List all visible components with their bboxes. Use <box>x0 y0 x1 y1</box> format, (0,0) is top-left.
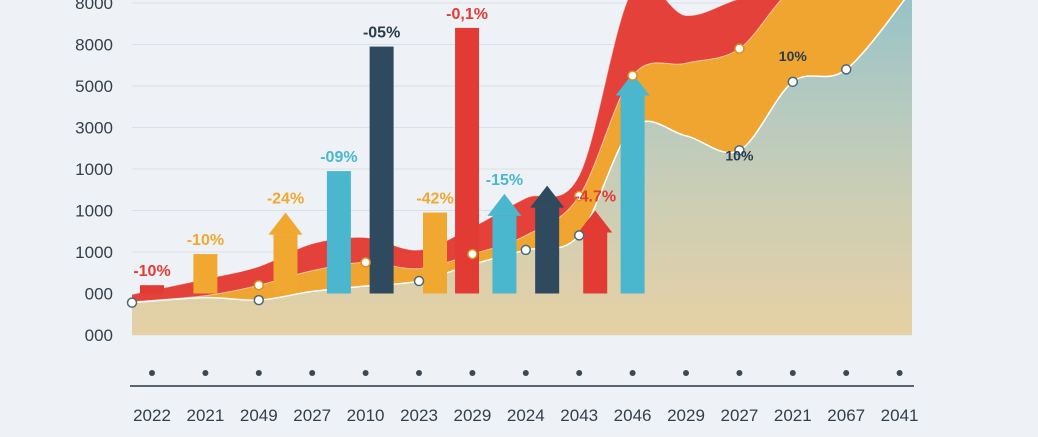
x-tick-label: 2027 <box>293 406 331 425</box>
data-marker <box>413 275 425 287</box>
bar <box>273 234 298 294</box>
bar-arrowhead <box>268 212 303 235</box>
bar <box>140 285 164 294</box>
bar-arrowhead <box>615 73 650 96</box>
annotation-label: 10% <box>725 148 754 164</box>
y-tick-label: 8000 <box>75 36 113 55</box>
bar <box>583 232 608 294</box>
x-axis-dot <box>629 370 636 376</box>
x-tick-label: 2067 <box>827 406 865 425</box>
x-axis-dot <box>576 370 583 376</box>
x-axis-dot <box>843 370 850 376</box>
x-tick-label: 2022 <box>133 406 171 425</box>
annotation-label: 10% <box>779 48 808 64</box>
x-tick-label: 2029 <box>453 406 491 425</box>
bar <box>535 207 560 294</box>
x-tick-label: 2029 <box>667 406 705 425</box>
x-axis-dot <box>736 370 743 376</box>
bar-percent-label: -42% <box>416 191 453 208</box>
y-tick-label: 000 <box>85 285 113 304</box>
x-tick-label: 2024 <box>507 406 545 425</box>
bar-layer <box>140 27 650 294</box>
bar-percent-label: -4.7% <box>574 189 616 206</box>
x-tick-label: 2021 <box>774 406 812 425</box>
x-tick-label: 2049 <box>240 406 278 425</box>
data-marker <box>253 279 265 291</box>
x-tick-label: 2046 <box>614 406 652 425</box>
bar <box>455 27 480 294</box>
y-tick-label: 3000 <box>75 119 113 138</box>
bar <box>492 215 517 294</box>
bar-percent-label: -10% <box>133 263 170 280</box>
x-tick-label: 2021 <box>186 406 224 425</box>
bar-arrowhead <box>578 210 613 233</box>
data-marker <box>787 76 799 88</box>
y-tick-label: 5000 <box>75 77 113 96</box>
x-axis-dot <box>202 370 209 376</box>
x-axis-dot <box>469 370 476 376</box>
bar-percent-label: -0,1% <box>446 6 488 23</box>
y-tick-label: 1000 <box>75 160 113 179</box>
data-marker <box>573 190 585 202</box>
y-tick-label: 1000 <box>75 243 113 262</box>
y-tick-label: 1000 <box>75 202 113 221</box>
x-axis: 2022 2021 2049 2027 2010 2023 2029 2024 2043 2046… <box>130 370 919 425</box>
area-base <box>132 0 912 335</box>
bar-arrowhead <box>487 193 522 216</box>
data-marker <box>573 230 585 241</box>
x-axis-dot <box>789 370 796 376</box>
marker-layer <box>126 43 852 308</box>
y-axis: 8000 8000 5000 3000 1000 1000 1000 000 000 <box>75 0 113 345</box>
x-axis-dot <box>896 370 903 376</box>
x-axis-dot <box>522 370 529 376</box>
data-marker <box>467 248 478 260</box>
y-tick-label: 8000 <box>75 0 113 13</box>
bar <box>369 46 394 294</box>
x-tick-label: 2023 <box>400 406 438 425</box>
x-axis-dot <box>149 370 155 376</box>
x-tick-label: 2043 <box>560 406 598 425</box>
data-marker <box>253 294 265 306</box>
x-tick-label: 2027 <box>720 406 758 425</box>
x-tick-label: 2041 <box>881 406 919 425</box>
bar <box>620 95 645 294</box>
data-marker <box>734 145 745 156</box>
bar-percent-label: -05% <box>363 25 400 42</box>
bar <box>326 171 351 294</box>
x-axis-dot <box>683 370 689 376</box>
x-axis-dot <box>362 370 369 376</box>
bar <box>193 254 218 294</box>
x-axis-dot <box>255 370 262 376</box>
data-marker <box>840 64 852 75</box>
bar-arrowhead <box>530 185 565 208</box>
x-axis-dot <box>416 370 422 376</box>
x-axis-dot <box>309 370 316 376</box>
bar-percent-label: -10% <box>187 232 224 249</box>
data-marker <box>126 297 138 308</box>
label-layer: -10% -10% -24% -09% -05% -42% -0,1% -15% -4.7% 10… <box>133 6 808 280</box>
bar <box>423 212 448 294</box>
data-marker <box>734 43 745 54</box>
bar-percent-label: -24% <box>267 191 304 208</box>
data-marker <box>360 257 371 268</box>
y-tick-label: 000 <box>85 326 113 345</box>
data-marker <box>520 244 532 256</box>
data-marker <box>627 70 638 81</box>
bar-percent-label: -09% <box>320 149 357 166</box>
bar-percent-label: -15% <box>486 172 523 189</box>
x-tick-label: 2010 <box>347 406 385 425</box>
